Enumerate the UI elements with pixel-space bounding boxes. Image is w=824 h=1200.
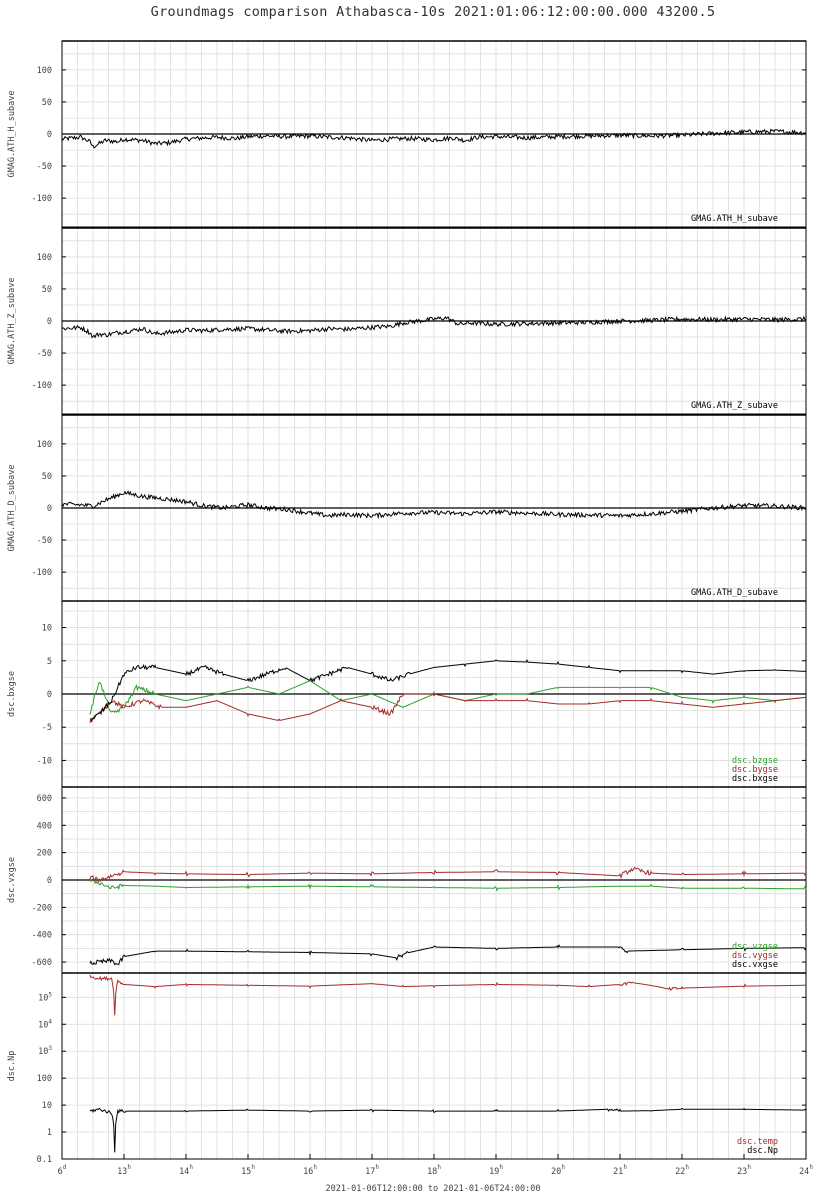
legend-entry: dsc.vygse: [732, 951, 778, 961]
legend-entry: dsc.bzgse: [732, 756, 778, 766]
y-tick-label: -600: [32, 958, 52, 968]
y-tick-label: -50: [37, 162, 52, 172]
x-tick-label: 21h: [613, 1164, 627, 1177]
y-tick-label: -50: [37, 536, 52, 546]
y-axis-label: GMAG.ATH_D_subave: [7, 465, 17, 552]
panel-1: -100 -50 0 50 100 GMAG.ATH_H_subave GMAG.ATH_H…: [7, 40, 807, 228]
panel-4: -10-50510dsc.bxgsedsc.bzgsedsc.bygsedsc.…: [7, 600, 807, 788]
y-tick-label: 100: [37, 66, 52, 76]
series-line-dsc.bygse: [89, 693, 807, 723]
y-tick-label: 103: [38, 1045, 52, 1057]
y-tick-label: -50: [37, 349, 52, 359]
y-axis-label: dsc.bxgse: [7, 671, 17, 717]
series-line-dsc.vygse: [89, 866, 807, 884]
y-tick-label: 50: [42, 472, 52, 482]
x-tick-label: 18h: [427, 1164, 441, 1177]
series-line-dsc.vxgse: [89, 944, 807, 966]
y-tick-label: 100: [37, 253, 52, 263]
y-tick-label: 100: [37, 440, 52, 450]
y-tick-label: 1: [47, 1128, 52, 1138]
panel-5: -600 -400 -200 0 200 400 600 dsc.vxgse dsc.vzgse…: [7, 786, 807, 974]
x-tick-label: 17h: [365, 1164, 379, 1177]
x-axis-label: 2021-01-06T12:00:00 to 2021-01-06T24:00:…: [326, 1184, 541, 1194]
y-axis-label: dsc.vxgse: [7, 857, 17, 903]
x-tick-label: 6d: [58, 1164, 67, 1177]
y-tick-label: -100: [32, 194, 52, 204]
y-tick-label: -200: [32, 903, 52, 913]
x-tick-label: 24h: [799, 1164, 813, 1177]
legend-entry: dsc.temp: [737, 1137, 778, 1147]
y-axis-label: dsc.Np: [7, 1051, 17, 1082]
panel-3: -100 -50 0 50 100 GMAG.ATH_D_subave GMAG.ATH_D…: [7, 414, 807, 602]
x-tick-label: 14h: [179, 1164, 193, 1177]
y-tick-label: -400: [32, 931, 52, 941]
y-tick-label: 0: [47, 504, 52, 514]
x-tick-label: 16h: [303, 1164, 317, 1177]
y-tick-label: 200: [37, 849, 52, 859]
y-tick-label: 0: [47, 690, 52, 700]
series-line-GMAG.ATH_H_subave: [61, 128, 807, 149]
x-tick-label: 13h: [117, 1164, 131, 1177]
panels: -100-50050100GMAG.ATH_H_subaveGMAG.ATH_H…: [7, 40, 813, 1177]
legend-entry: GMAG.ATH_H_subave: [691, 214, 778, 224]
y-tick-label: 0: [47, 130, 52, 140]
y-tick-label: 5: [47, 657, 52, 667]
y-axis-label: GMAG.ATH_Z_subave: [7, 278, 17, 365]
panel-2: -100 -50 0 50 100 GMAG.ATH_Z_subave GMAG.ATH_Z…: [7, 227, 807, 415]
legend-entry: GMAG.ATH_D_subave: [691, 588, 778, 598]
series-line-dsc.vzgse: [89, 878, 807, 892]
y-tick-label: 10: [42, 1101, 52, 1111]
series-line-GMAG.ATH_D_subave: [61, 490, 807, 520]
y-tick-label: -10: [37, 756, 52, 766]
series-line-dsc.Np: [89, 1107, 807, 1153]
legend-entry: dsc.vxgse: [732, 960, 778, 970]
y-tick-label: 0.1: [37, 1155, 52, 1165]
y-tick-label: 50: [42, 285, 52, 295]
y-tick-label: 104: [38, 1018, 52, 1030]
y-tick-label: 50: [42, 98, 52, 108]
x-tick-label: 15h: [241, 1164, 255, 1177]
series-line-dsc.bxgse: [89, 658, 806, 723]
figure-title: Groundmags comparison Athabasca-10s 2021…: [151, 4, 716, 20]
y-tick-label: 100: [37, 1074, 52, 1084]
y-axis-label: GMAG.ATH_H_subave: [7, 91, 17, 178]
legend-entry: dsc.bxgse: [732, 774, 778, 784]
y-tick-label: 0: [47, 876, 52, 886]
y-tick-label: -5: [42, 723, 52, 733]
legend-entry: dsc.Np: [747, 1146, 778, 1156]
series-line-dsc.temp: [89, 974, 807, 1016]
y-tick-label: -100: [32, 381, 52, 391]
x-tick-label: 20h: [551, 1164, 565, 1177]
y-tick-label: 105: [38, 991, 52, 1003]
legend-entry: dsc.vzgse: [732, 942, 778, 952]
legend-entry: GMAG.ATH_Z_subave: [691, 401, 778, 411]
y-tick-label: 10: [42, 624, 52, 634]
x-tick-label: 22h: [675, 1164, 689, 1177]
legend-entry: dsc.bygse: [732, 765, 778, 775]
y-tick-label: 600: [37, 794, 52, 804]
y-tick-label: 400: [37, 821, 52, 831]
x-tick-label: 23h: [737, 1164, 751, 1177]
series-line-GMAG.ATH_Z_subave: [61, 315, 807, 339]
y-tick-label: -100: [32, 568, 52, 578]
y-tick-label: 0: [47, 317, 52, 327]
x-tick-label: 19h: [489, 1164, 503, 1177]
